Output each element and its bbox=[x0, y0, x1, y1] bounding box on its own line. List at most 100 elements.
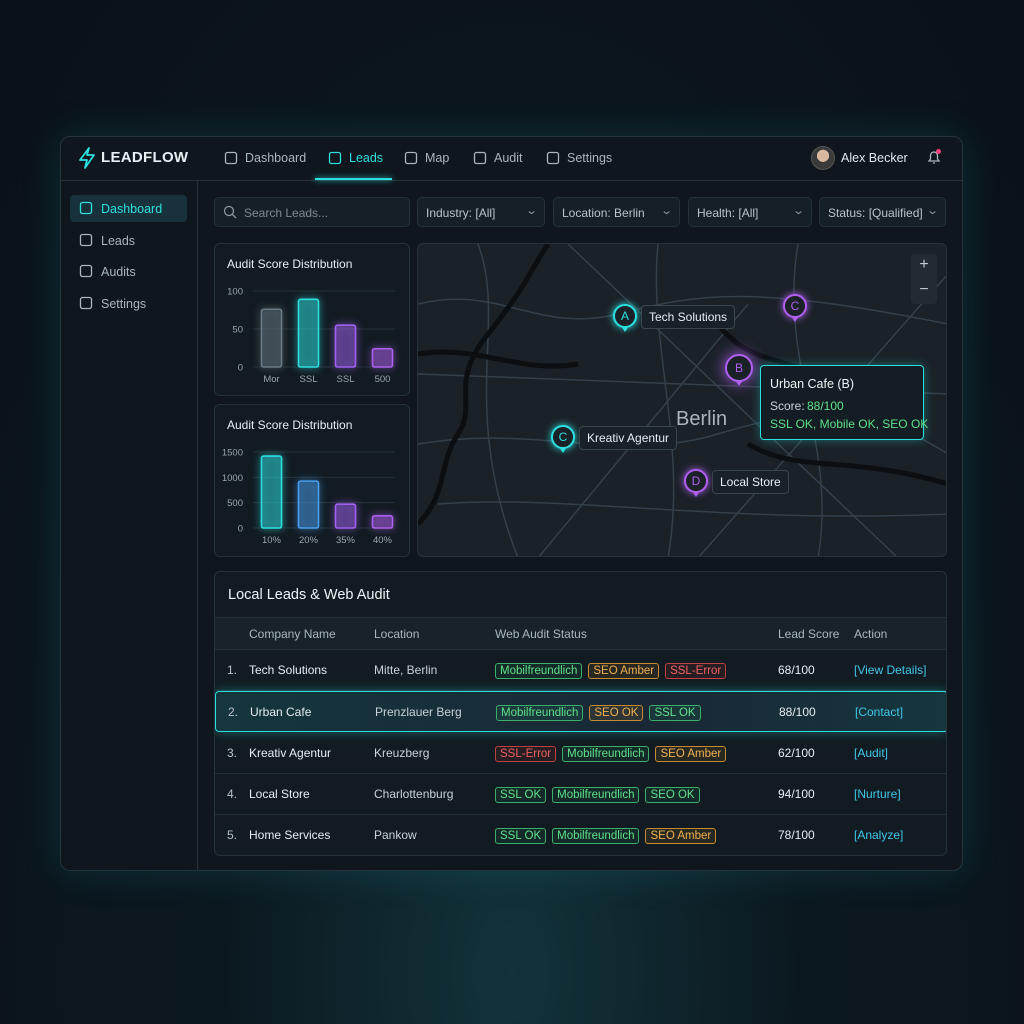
location: Pankow bbox=[374, 828, 417, 843]
bar-chart: Audit Score Distribution 0 50 100 Mor SSL SSL 5… bbox=[227, 257, 395, 385]
zoom-button[interactable]: + bbox=[919, 256, 929, 273]
sidebar-item[interactable]: Dashboard bbox=[101, 202, 163, 216]
nav-item[interactable]: Settings bbox=[567, 151, 613, 165]
map-pin[interactable]: D bbox=[684, 469, 708, 493]
notification-dot bbox=[936, 149, 941, 154]
icon-shape bbox=[328, 151, 342, 165]
company-name: Urban Cafe bbox=[250, 705, 312, 720]
road bbox=[655, 244, 675, 556]
brand: LEADFLOW bbox=[101, 149, 189, 166]
y-tick-label: 0 bbox=[238, 524, 243, 535]
map-pin[interactable]: B bbox=[725, 354, 753, 382]
table-row[interactable]: 4. Local Store Charlottenburg SSL OK Mobilfr… bbox=[215, 774, 946, 815]
map-pin[interactable]: C bbox=[783, 294, 807, 318]
column-header: Company Name bbox=[249, 627, 336, 641]
icon-shape bbox=[224, 151, 238, 165]
status-badge: SSL-Error bbox=[665, 663, 727, 679]
company-name: Local Store bbox=[249, 786, 310, 801]
filter-dropdown[interactable]: Health: [All] ⌄ bbox=[688, 197, 812, 227]
row-action[interactable]: [Analyze] bbox=[854, 828, 904, 843]
pin-tail bbox=[735, 380, 743, 386]
icon bbox=[328, 151, 342, 165]
table-title: Local Leads & Web Audit bbox=[228, 587, 390, 603]
icon bbox=[224, 151, 238, 165]
topbar-divider bbox=[61, 180, 962, 181]
status-badge: SEO Amber bbox=[645, 828, 717, 845]
row-index: 3. bbox=[227, 745, 238, 760]
user-name[interactable]: Alex Becker bbox=[841, 151, 908, 165]
filter-dropdown[interactable]: Location: Berlin ⌄ bbox=[553, 197, 680, 227]
y-tick-label: 1500 bbox=[222, 448, 243, 459]
status-badge: SSL OK bbox=[495, 786, 547, 803]
row-index: 2. bbox=[228, 705, 239, 720]
logo-icon bbox=[79, 147, 95, 169]
map-tooltip: Urban Cafe (B) Score: 88/100 SSL OK, Mobile… bbox=[760, 365, 928, 440]
y-tick-label: 100 bbox=[227, 287, 243, 298]
map-city: Berlin bbox=[676, 408, 728, 430]
location: Kreuzberg bbox=[374, 745, 430, 760]
search-icon-shape bbox=[232, 214, 237, 219]
sidebar-item[interactable]: Leads bbox=[101, 233, 136, 248]
map-pin[interactable]: C bbox=[551, 425, 575, 449]
pin-tail bbox=[621, 326, 629, 332]
table-row[interactable]: 2. Urban Cafe Prenzlauer Berg Mobilfreundli… bbox=[215, 691, 946, 733]
table-row[interactable]: 1. Tech Solutions Mitte, Berlin Mobilfreund… bbox=[215, 650, 946, 691]
nav-item[interactable]: Map bbox=[425, 151, 450, 165]
pin-tail bbox=[559, 447, 567, 453]
x-tick-label: Mor bbox=[263, 374, 279, 385]
nav-item[interactable]: Audit bbox=[494, 151, 523, 165]
avatar[interactable] bbox=[811, 146, 835, 170]
row-index: 4. bbox=[227, 786, 238, 801]
tooltip-score: 88/100 bbox=[807, 399, 844, 413]
status-badge: SSL OK bbox=[495, 828, 547, 845]
x-tick-label: 40% bbox=[373, 535, 393, 546]
status-badge: SEO Amber bbox=[588, 663, 660, 679]
location: Prenzlauer Berg bbox=[375, 705, 462, 720]
icon bbox=[79, 264, 93, 278]
icon-shape bbox=[79, 264, 93, 278]
audit-badges: SSL-Error Mobilfreundlich SEO Amber bbox=[495, 744, 732, 762]
road bbox=[477, 244, 519, 556]
table-row[interactable]: 5. Home Services Pankow SSL OK Mobilfreundli… bbox=[215, 815, 946, 855]
table-row[interactable]: 3. Kreativ Agentur Kreuzberg SSL-Error Mobil… bbox=[215, 733, 946, 774]
nav-item[interactable]: Dashboard bbox=[245, 151, 307, 165]
icon bbox=[404, 151, 418, 165]
y-tick-label: 500 bbox=[227, 498, 243, 509]
row-action[interactable]: [Contact] bbox=[855, 705, 904, 720]
row-action[interactable]: [Audit] bbox=[854, 745, 889, 760]
status-badge: SEO OK bbox=[645, 786, 700, 803]
row-action[interactable]: [View Details] bbox=[854, 663, 927, 677]
filter-dropdown[interactable]: Status: [Qualified] ⌄ bbox=[819, 197, 946, 227]
search-box[interactable]: Search Leads... bbox=[214, 197, 410, 227]
column-header: Web Audit Status bbox=[495, 627, 587, 641]
audit-badges: SSL OK Mobilfreundlich SEO OK bbox=[495, 785, 706, 803]
status-badge: Mobilfreundlich bbox=[552, 828, 640, 845]
map-pin[interactable]: A bbox=[613, 304, 637, 328]
bar bbox=[260, 455, 283, 529]
x-tick-label: 500 bbox=[375, 374, 391, 385]
search-placeholder: Search Leads... bbox=[244, 206, 329, 220]
chart-title: Audit Score Distribution bbox=[227, 257, 352, 271]
icon-shape bbox=[404, 151, 418, 165]
dropdown-caret: ⌄ bbox=[791, 205, 805, 217]
row-action[interactable]: [Nurture] bbox=[854, 786, 901, 801]
sidebar-item[interactable]: Settings bbox=[101, 296, 147, 311]
status-badge: SSL OK bbox=[649, 705, 701, 722]
nav-item[interactable]: Leads bbox=[349, 151, 384, 165]
map-panel[interactable]: Berlin + − A Tech Solutions C B C Kreativ Agentu… bbox=[417, 243, 947, 557]
sidebar-item[interactable]: Audits bbox=[101, 265, 136, 279]
road bbox=[437, 501, 946, 517]
icon bbox=[79, 233, 93, 246]
status-badge: SSL-Error bbox=[495, 745, 557, 762]
zoom-button[interactable]: − bbox=[919, 281, 929, 298]
zoom-controls: + − bbox=[911, 254, 937, 304]
row-index: 1. bbox=[227, 663, 238, 677]
pin-tail bbox=[791, 316, 799, 322]
filter-label: Industry: [All] bbox=[426, 206, 496, 220]
chart-panel: Audit Score Distribution 0 50 100 Mor SSL SSL 5… bbox=[214, 243, 410, 396]
x-tick-label: SSL bbox=[337, 374, 355, 385]
sidebar-active bbox=[70, 195, 187, 222]
filter-dropdown[interactable]: Industry: [All] ⌄ bbox=[417, 197, 545, 227]
dropdown-caret: ⌄ bbox=[925, 205, 939, 217]
notification-bell[interactable] bbox=[925, 148, 943, 166]
